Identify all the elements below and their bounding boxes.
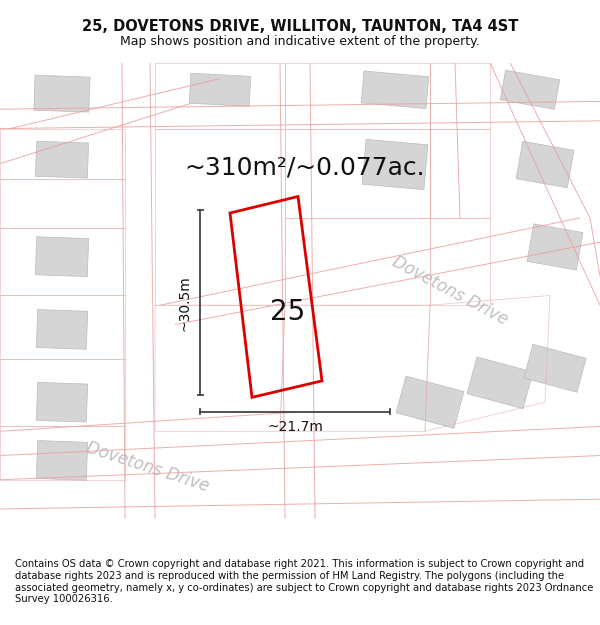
Polygon shape	[524, 344, 586, 392]
Polygon shape	[396, 376, 464, 428]
Polygon shape	[37, 441, 88, 480]
Polygon shape	[467, 357, 533, 409]
Text: ~310m²/~0.077ac.: ~310m²/~0.077ac.	[185, 156, 425, 179]
Polygon shape	[527, 224, 583, 270]
Polygon shape	[500, 70, 560, 109]
Text: ~21.7m: ~21.7m	[267, 420, 323, 434]
Polygon shape	[37, 382, 88, 422]
Text: Dovetons Drive: Dovetons Drive	[84, 439, 212, 496]
Polygon shape	[34, 75, 90, 112]
Polygon shape	[35, 237, 89, 277]
Text: Dovetons Drive: Dovetons Drive	[389, 253, 511, 329]
Text: Contains OS data © Crown copyright and database right 2021. This information is : Contains OS data © Crown copyright and d…	[15, 559, 593, 604]
Polygon shape	[516, 141, 574, 188]
Polygon shape	[35, 141, 89, 178]
Text: Map shows position and indicative extent of the property.: Map shows position and indicative extent…	[120, 35, 480, 48]
Text: 25, DOVETONS DRIVE, WILLITON, TAUNTON, TA4 4ST: 25, DOVETONS DRIVE, WILLITON, TAUNTON, T…	[82, 19, 518, 34]
Polygon shape	[361, 71, 429, 109]
Polygon shape	[362, 139, 428, 189]
Polygon shape	[37, 309, 88, 349]
Text: ~30.5m: ~30.5m	[177, 275, 191, 331]
Text: 25: 25	[270, 298, 305, 326]
Polygon shape	[189, 73, 251, 106]
